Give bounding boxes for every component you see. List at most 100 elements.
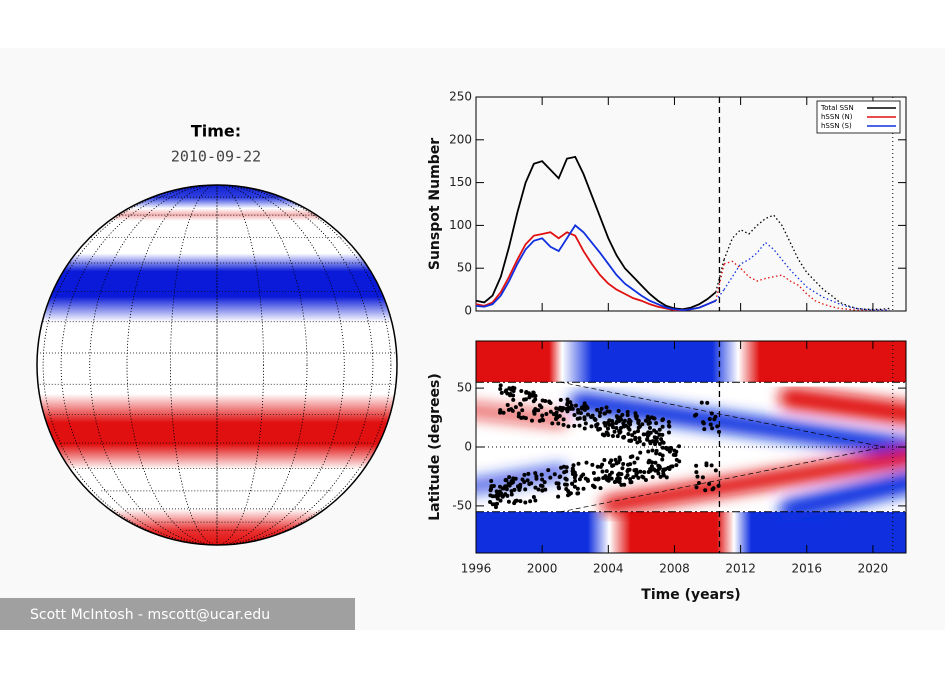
x-tick-label: 2016: [791, 562, 822, 576]
sunspot-dot: [699, 400, 704, 405]
sunspot-dot: [659, 437, 664, 442]
sunspot-dot: [713, 468, 718, 473]
sunspot-dot: [606, 475, 611, 480]
sunspot-dot: [636, 425, 641, 430]
sunspot-dot: [645, 437, 650, 442]
sunspot-dot: [576, 461, 581, 466]
sunspot-dot: [694, 463, 699, 468]
sunspot-dot: [543, 487, 548, 492]
sunspot-dot: [522, 472, 527, 477]
sunspot-dot: [528, 499, 533, 504]
legend-label: Total SSN: [820, 104, 854, 112]
sunspot-dot: [511, 397, 516, 402]
sunspot-dot: [552, 472, 557, 477]
sunspot-dot: [491, 484, 496, 489]
meridian: [89, 185, 345, 545]
sunspot-dot: [542, 480, 547, 485]
sunspot-dot: [595, 407, 600, 412]
x-tick-label: 2004: [593, 562, 624, 576]
date: 2010-09-22: [171, 148, 261, 166]
polar-band: [476, 341, 906, 382]
sunspot-dot: [600, 469, 605, 474]
band: [476, 402, 568, 428]
sunspot-dot: [509, 489, 514, 494]
sunspot-dot: [708, 422, 713, 427]
y-tick-label: -50: [452, 498, 472, 512]
sunspot-dot: [715, 424, 720, 429]
sunspot-dot: [710, 426, 715, 431]
globe-grid: [37, 185, 397, 545]
sunspot-dot: [557, 486, 562, 491]
sunspot-dot: [565, 400, 570, 405]
sunspot-dot: [614, 426, 619, 431]
sunspot-dot: [570, 481, 575, 486]
sunspot-dot: [701, 420, 706, 425]
sunspot-dot: [551, 412, 556, 417]
sunspot-dot: [654, 430, 659, 435]
sunspot-dot: [607, 409, 612, 414]
sunspot-dot: [615, 478, 620, 483]
sunspot-dot: [616, 460, 621, 465]
sunspot-dot: [660, 453, 665, 458]
sunspot-dot: [531, 390, 536, 395]
sunspot-dot: [557, 474, 562, 479]
forecast-line: [723, 260, 890, 311]
sunspot-dot: [694, 412, 699, 417]
sunspot-dot: [504, 477, 509, 482]
sunspot-dot: [573, 473, 578, 478]
sunspot-dot: [563, 476, 568, 481]
sunspot-dot: [628, 480, 633, 485]
sunspot-dot: [523, 416, 528, 421]
sunspot-dot: [523, 487, 528, 492]
y-tick-label: 0: [464, 440, 472, 454]
sunspot-dot: [495, 496, 500, 501]
sunspot-dot: [529, 418, 534, 423]
sunspot-dot: [564, 469, 569, 474]
sunspot-dot: [582, 407, 587, 412]
y-tick-label: 150: [449, 175, 472, 189]
sunspot-dot: [616, 472, 621, 477]
sunspot-dot: [712, 417, 717, 422]
forecast-line: [723, 241, 890, 311]
sunspot-cloud: [488, 383, 721, 510]
sunspot-dot: [531, 495, 536, 500]
sunspot-dot: [601, 476, 606, 481]
sunspot-dot: [612, 429, 617, 434]
guide: [559, 381, 885, 448]
sunspot-dot: [643, 478, 648, 483]
band-map: [476, 341, 906, 553]
sunspot-dot: [536, 487, 541, 492]
sunspot-dot: [585, 477, 590, 482]
sunspot-dot: [620, 412, 625, 417]
sunspot-dot: [579, 406, 584, 411]
sunspot-dot: [550, 421, 555, 426]
sunspot-dot: [646, 432, 651, 437]
sunspot-dot: [609, 458, 614, 463]
credit-box: [0, 598, 355, 630]
sunspot-dot: [677, 459, 682, 464]
sunspot-dot: [518, 499, 523, 504]
sunspot-dot: [634, 416, 639, 421]
sunspot-dot: [540, 413, 545, 418]
sunspot-dot: [506, 499, 511, 504]
sunspot-dot: [609, 476, 614, 481]
sunspot-dot: [523, 500, 528, 505]
sunspot-dot: [582, 415, 587, 420]
legend-label: hSSN (S): [821, 122, 852, 130]
band: [601, 448, 906, 514]
sunspot-dot: [653, 442, 658, 447]
sunspot-dot: [533, 397, 538, 402]
sunspot-dot: [546, 468, 551, 473]
sunspot-dot: [577, 416, 582, 421]
sunspot-dot: [628, 455, 633, 460]
wing-bands: [476, 387, 906, 521]
sunspot-dot: [694, 470, 699, 475]
sunspot-dot: [556, 494, 561, 499]
sunspot-dot: [657, 465, 662, 470]
sunspot-dot: [657, 432, 662, 437]
sunspot-dot: [654, 451, 659, 456]
sunspot-dot: [658, 474, 663, 479]
sunspot-dot: [666, 430, 671, 435]
sunspot-dot: [660, 424, 665, 429]
sunspot-dot: [556, 421, 561, 426]
